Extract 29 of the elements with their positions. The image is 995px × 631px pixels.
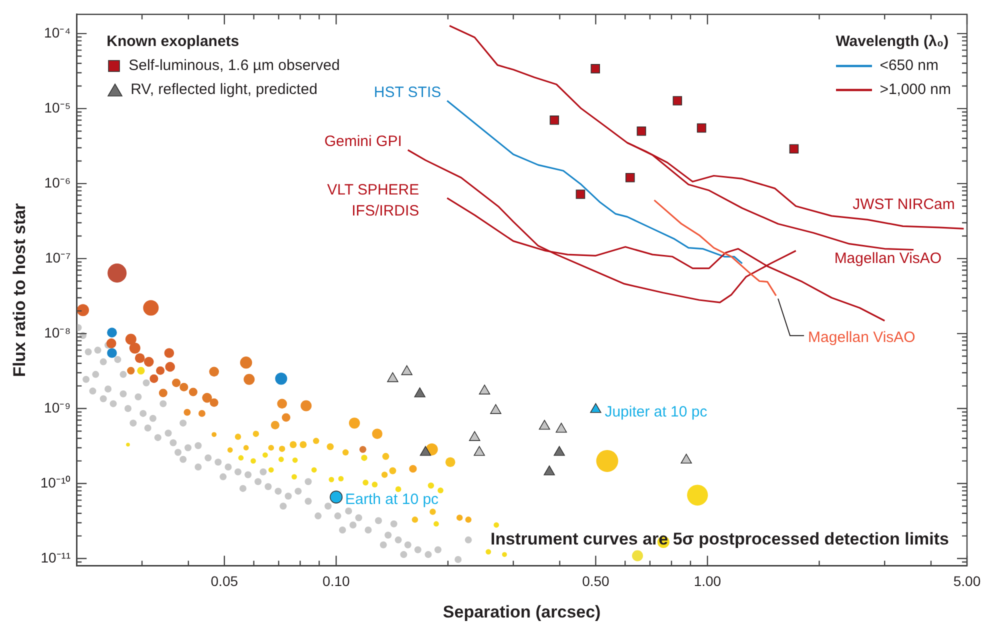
y-tick-label: 10⁻¹¹ (40, 549, 71, 566)
x-tick-label: 5.00 (953, 573, 981, 590)
series-label: Jupiter at 10 pc (604, 404, 708, 421)
annotation: Magellan VisAO (808, 328, 916, 346)
y-tick-label: 10⁻⁷ (44, 249, 71, 266)
y-tick-label: 10⁻⁹ (44, 399, 71, 416)
y-tick-label: 10⁻⁵ (44, 99, 71, 116)
x-tick-label: 0.10 (322, 573, 350, 590)
x-tick-label: 0.05 (210, 573, 238, 590)
legend-label: <650 nm (880, 56, 938, 76)
legend-label: Self-luminous, 1.6 µm observed (128, 56, 340, 76)
annotation: Wavelength (λ₀) (836, 32, 950, 52)
y-axis-title: Flux ratio to host star (10, 202, 29, 377)
x-tick-label: 1.00 (694, 573, 722, 590)
legend-label: >1,000 nm (880, 80, 951, 100)
x-axis-title: Separation (arcsec) (442, 602, 601, 622)
y-tick-label: 10⁻⁶ (44, 174, 71, 190)
y-tick-label: 10⁻⁸ (44, 324, 71, 340)
y-tick-label: 10⁻⁴ (44, 24, 71, 40)
legend-title: Known exoplanets (106, 32, 240, 52)
annotation: Gemini GPI (324, 133, 402, 150)
annotation: Magellan VisAO (834, 250, 942, 267)
y-tick-label: 10⁻¹⁰ (40, 474, 71, 490)
annotation: HST STIS (374, 84, 442, 101)
x-tick-label: 0.50 (582, 573, 610, 590)
legend-label: RV, reflected light, predicted (130, 80, 318, 100)
series-label: Earth at 10 pc (345, 491, 440, 508)
annotation: VLT SPHERE IFS/IRDIS (327, 182, 420, 220)
annotation: JWST NIRCam (852, 196, 955, 213)
